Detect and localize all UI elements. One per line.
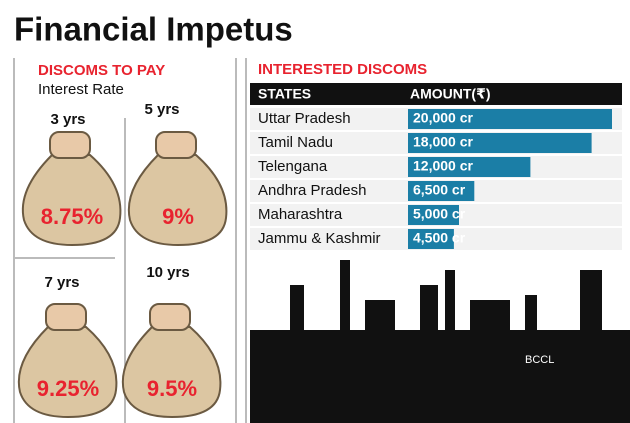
table-header: [250, 83, 622, 105]
factory-silhouette: [250, 260, 630, 423]
value-label: 20,000 cr: [413, 110, 473, 126]
credit: BCCL: [525, 354, 554, 366]
left-panel-frame: [13, 58, 237, 423]
bag-years: 5 yrs: [144, 101, 179, 118]
category-label: Uttar Pradesh: [258, 110, 351, 127]
bar: [408, 205, 459, 225]
bag-years: 3 yrs: [50, 111, 85, 128]
value-label: 4,500 cr: [413, 230, 466, 246]
bag-rate: 8.75%: [41, 204, 103, 229]
value-label: 18,000 cr: [413, 134, 473, 150]
fist: [49, 131, 91, 159]
fist: [45, 303, 87, 331]
money-bag: [121, 326, 222, 419]
category-label: Jammu & Kashmir: [258, 230, 381, 247]
column-header: STATES: [258, 86, 311, 102]
value-label: 6,500 cr: [413, 182, 466, 198]
bag-rate: 9.25%: [37, 376, 99, 401]
category-label: Telengana: [258, 158, 328, 175]
bag-years: 7 yrs: [44, 274, 79, 291]
column-header: AMOUNT(₹): [410, 86, 491, 102]
bag-rate: 9%: [162, 204, 194, 229]
fist: [155, 131, 197, 159]
category-label: Tamil Nadu: [258, 134, 333, 151]
value-label: 5,000 cr: [413, 206, 466, 222]
money-bag: [127, 154, 228, 247]
bar: [408, 181, 475, 201]
page-title: Financial Impetus: [14, 11, 293, 48]
bar: [408, 157, 531, 177]
value-label: 12,000 cr: [413, 158, 473, 174]
money-bag: [21, 154, 122, 247]
category-label: Andhra Pradesh: [258, 182, 366, 199]
chart-title: INTERESTED DISCOMS: [258, 61, 427, 78]
money-bag: [17, 326, 118, 419]
panel-heading: DISCOMS TO PAY: [38, 62, 165, 79]
panel-subheading: Interest Rate: [38, 81, 124, 98]
bar: [408, 133, 592, 153]
category-label: Maharashtra: [258, 206, 343, 223]
bar: [408, 229, 454, 249]
bag-years: 10 yrs: [146, 264, 189, 281]
bar: [408, 109, 612, 129]
bag-rate: 9.5%: [147, 376, 197, 401]
fist: [149, 303, 191, 331]
